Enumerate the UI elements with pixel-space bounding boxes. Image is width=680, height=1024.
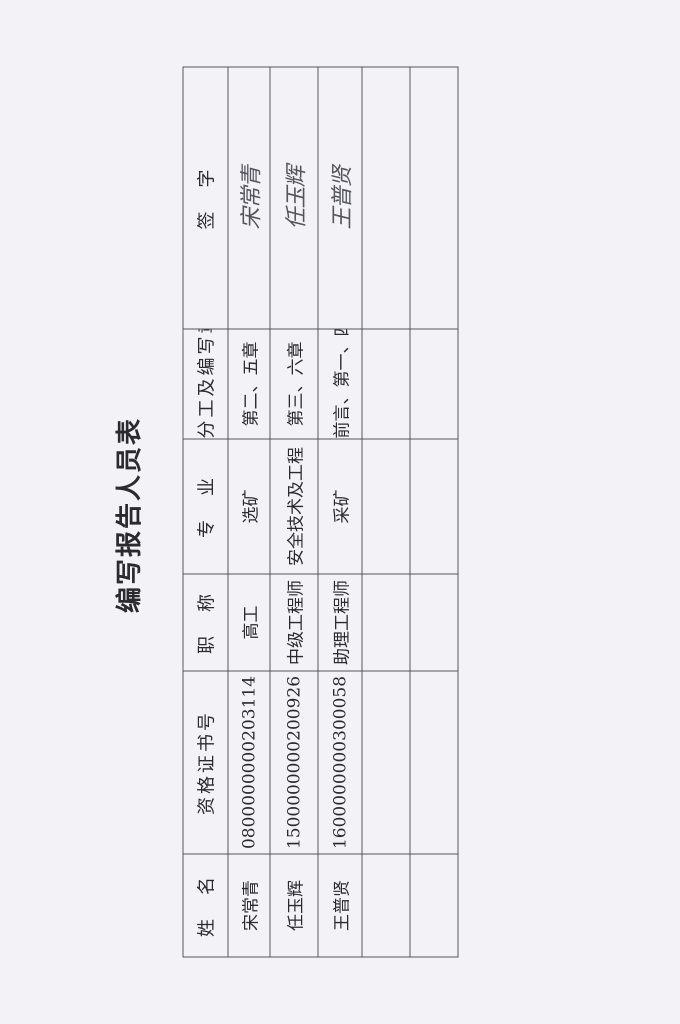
empty-cell xyxy=(362,329,410,439)
empty-cell xyxy=(362,439,410,574)
signature: 宋常青 xyxy=(228,67,270,329)
empty-cell xyxy=(410,854,458,957)
signature: 任玉辉 xyxy=(270,67,318,329)
empty-cell xyxy=(362,574,410,671)
empty-row xyxy=(410,67,458,957)
cell-major: 安全技术及工程 xyxy=(270,439,318,574)
empty-cell xyxy=(410,439,458,574)
cell-cert: 1600000000300058 xyxy=(318,671,362,854)
cell-cert: 1500000000200926 xyxy=(270,671,318,854)
empty-row xyxy=(362,67,410,957)
table-row: 宋常青 0800000000203114 高工 选矿 第二、五章 宋常青 xyxy=(228,67,270,957)
header-major: 专 业 xyxy=(183,439,228,574)
cell-title: 助理工程师 xyxy=(318,574,362,671)
cell-chapters: 前言、第一、四、八章 xyxy=(318,329,362,439)
header-title: 职 称 xyxy=(183,574,228,671)
cell-name: 任玉辉 xyxy=(270,854,318,957)
empty-cell xyxy=(410,329,458,439)
cell-name: 宋常青 xyxy=(228,854,270,957)
cell-title: 中级工程师 xyxy=(270,574,318,671)
empty-cell xyxy=(362,671,410,854)
table-row: 任玉辉 1500000000200926 中级工程师 安全技术及工程 第三、六章… xyxy=(270,67,318,957)
header-chapters: 分工及编写章节 xyxy=(183,329,228,439)
empty-cell xyxy=(410,671,458,854)
page-title: 编写报告人员表 xyxy=(115,417,145,614)
cell-title: 高工 xyxy=(228,574,270,671)
empty-cell xyxy=(362,67,410,329)
header-cert: 资格证书号 xyxy=(183,671,228,854)
empty-cell xyxy=(410,574,458,671)
signature: 王普贤 xyxy=(318,67,362,329)
header-row: 姓 名 资格证书号 职 称 专 业 分工及编写章节 签 字 xyxy=(183,67,228,957)
cell-cert: 0800000000203114 xyxy=(228,671,270,854)
table-row: 王普贤 1600000000300058 助理工程师 采矿 前言、第一、四、八章… xyxy=(318,67,362,957)
empty-cell xyxy=(410,67,458,329)
authors-table: 姓 名 资格证书号 职 称 专 业 分工及编写章节 签 字 宋常青 080000… xyxy=(183,67,458,958)
cell-chapters: 第三、六章 xyxy=(270,329,318,439)
cell-major: 采矿 xyxy=(318,439,362,574)
cell-chapters: 第二、五章 xyxy=(228,329,270,439)
header-signature: 签 字 xyxy=(183,67,228,329)
cell-major: 选矿 xyxy=(228,439,270,574)
cell-name: 王普贤 xyxy=(318,854,362,957)
empty-cell xyxy=(362,854,410,957)
header-name: 姓 名 xyxy=(183,854,228,957)
